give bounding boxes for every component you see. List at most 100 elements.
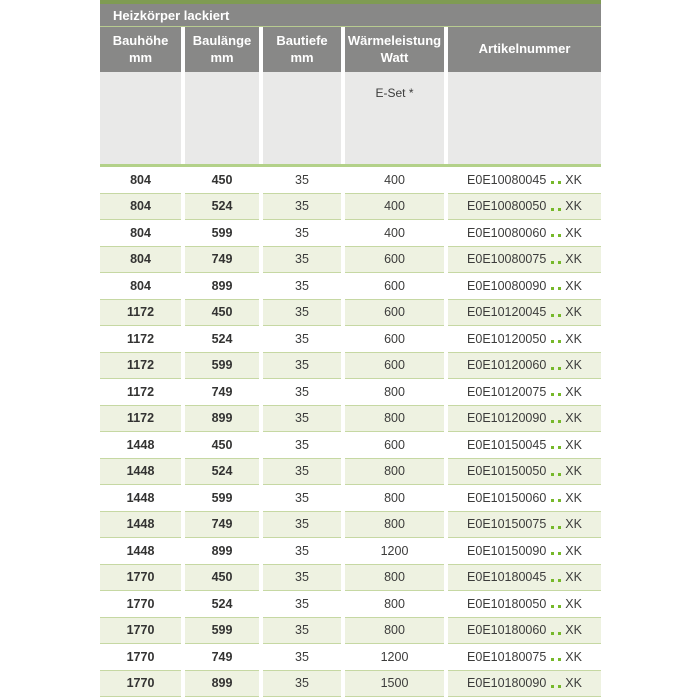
artikel-suffix: XK [565,199,582,214]
table-row: 1770 450 35 800 E0E10180045 XK [100,564,601,591]
green-dot-icon [558,472,562,476]
cell-artikelnummer: E0E10150060 XK [448,485,601,512]
green-dot-icon [551,366,555,370]
cell-bauhoehe: 1770 [100,644,181,671]
column-header-label: Artikelnummer [478,41,571,57]
artikel-code: E0E10150045 [467,437,547,452]
cell-bauhoehe: 804 [100,246,181,273]
subheader-cell-bauhoehe [100,72,181,164]
cell-bautiefe: 35 [263,644,341,671]
cell-waermeleistung: 800 [345,511,444,538]
cell-bautiefe: 35 [263,220,341,247]
table-row: 804 524 35 400 E0E10080050 XK [100,193,601,220]
green-dot-icon [551,578,555,582]
eset-label: E-Set * [375,86,414,100]
artikelnummer-value: E0E10120050 XK [467,332,582,346]
green-dot-icon [551,605,555,609]
column-header-waermeleistung: Wärmeleistung Watt [345,27,444,72]
column-header-row: Bauhöhe mm Baulänge mm Bautiefe mm Wärme… [100,27,601,72]
artikelnummer-value: E0E10080045 XK [467,173,582,187]
artikelnummer-value: E0E10180050 XK [467,597,582,611]
cell-artikelnummer: E0E10080075 XK [448,246,601,273]
cell-baulaenge: 899 [185,273,259,300]
cell-baulaenge: 450 [185,299,259,326]
artikel-code: E0E10080090 [467,278,547,293]
green-dot-icon [551,499,555,503]
cell-baulaenge: 599 [185,617,259,644]
artikelnummer-value: E0E10120060 XK [467,358,582,372]
cell-bautiefe: 35 [263,273,341,300]
cell-bautiefe: 35 [263,538,341,565]
table-row: 804 599 35 400 E0E10080060 XK [100,220,601,247]
green-dot-icon [558,287,562,291]
artikel-suffix: XK [565,676,582,691]
cell-bautiefe: 35 [263,591,341,618]
cell-bautiefe: 35 [263,511,341,538]
column-header-unit: mm [290,49,314,65]
column-header-baulaenge: Baulänge mm [185,27,259,72]
cell-artikelnummer: E0E10120050 XK [448,326,601,353]
artikel-suffix: XK [565,411,582,426]
column-header-artikelnummer: Artikelnummer [448,27,601,72]
artikel-code: E0E10120090 [467,411,547,426]
green-dot-icon [551,552,555,556]
cell-waermeleistung: 800 [345,564,444,591]
cell-baulaenge: 524 [185,458,259,485]
cell-artikelnummer: E0E10180060 XK [448,617,601,644]
cell-artikelnummer: E0E10150050 XK [448,458,601,485]
cell-bauhoehe: 804 [100,220,181,247]
green-dot-icon [551,313,555,317]
cell-waermeleistung: 1500 [345,670,444,697]
column-header-bauhoehe: Bauhöhe mm [100,27,181,72]
table-row: 1448 524 35 800 E0E10150050 XK [100,458,601,485]
green-dot-icon [558,684,562,688]
cell-waermeleistung: 800 [345,591,444,618]
table-row: 1448 599 35 800 E0E10150060 XK [100,485,601,512]
green-dot-icon [558,181,562,185]
cell-artikelnummer: E0E10180090 XK [448,670,601,697]
artikel-suffix: XK [565,596,582,611]
artikel-code: E0E10150090 [467,543,547,558]
artikel-suffix: XK [565,649,582,664]
heizkoerper-catalog-table: Heizkörper lackiert Bauhöhe mm Baulänge … [100,0,601,697]
cell-baulaenge: 524 [185,193,259,220]
cell-bauhoehe: 1770 [100,617,181,644]
artikel-suffix: XK [565,278,582,293]
artikel-suffix: XK [565,331,582,346]
artikelnummer-value: E0E10180045 XK [467,570,582,584]
cell-waermeleistung: 1200 [345,538,444,565]
table-body: 804 450 35 400 E0E10080045 XK 804 524 35… [100,167,601,697]
green-dot-icon [558,525,562,529]
cell-waermeleistung: 600 [345,273,444,300]
column-header-unit: Watt [380,49,409,65]
artikel-code: E0E10180090 [467,676,547,691]
table-row: 804 450 35 400 E0E10080045 XK [100,167,601,194]
green-dot-icon [558,340,562,344]
artikelnummer-value: E0E10150060 XK [467,491,582,505]
column-header-unit: mm [128,49,153,65]
artikel-suffix: XK [565,517,582,532]
cell-bauhoehe: 1172 [100,352,181,379]
cell-artikelnummer: E0E10120060 XK [448,352,601,379]
artikelnummer-value: E0E10150075 XK [467,517,582,531]
artikel-suffix: XK [565,570,582,585]
green-dot-icon [551,631,555,635]
cell-bauhoehe: 804 [100,273,181,300]
cell-baulaenge: 749 [185,379,259,406]
cell-bautiefe: 35 [263,379,341,406]
artikelnummer-value: E0E10080050 XK [467,199,582,213]
column-header-bautiefe: Bautiefe mm [263,27,341,72]
cell-baulaenge: 599 [185,485,259,512]
artikel-suffix: XK [565,623,582,638]
cell-baulaenge: 899 [185,405,259,432]
green-dot-icon [558,419,562,423]
cell-waermeleistung: 600 [345,432,444,459]
artikel-suffix: XK [565,358,582,373]
cell-bautiefe: 35 [263,458,341,485]
cell-baulaenge: 524 [185,591,259,618]
cell-waermeleistung: 800 [345,617,444,644]
green-dot-icon [558,393,562,397]
column-header-label: Bautiefe [276,32,328,48]
cell-artikelnummer: E0E10120090 XK [448,405,601,432]
green-dot-icon [551,287,555,291]
